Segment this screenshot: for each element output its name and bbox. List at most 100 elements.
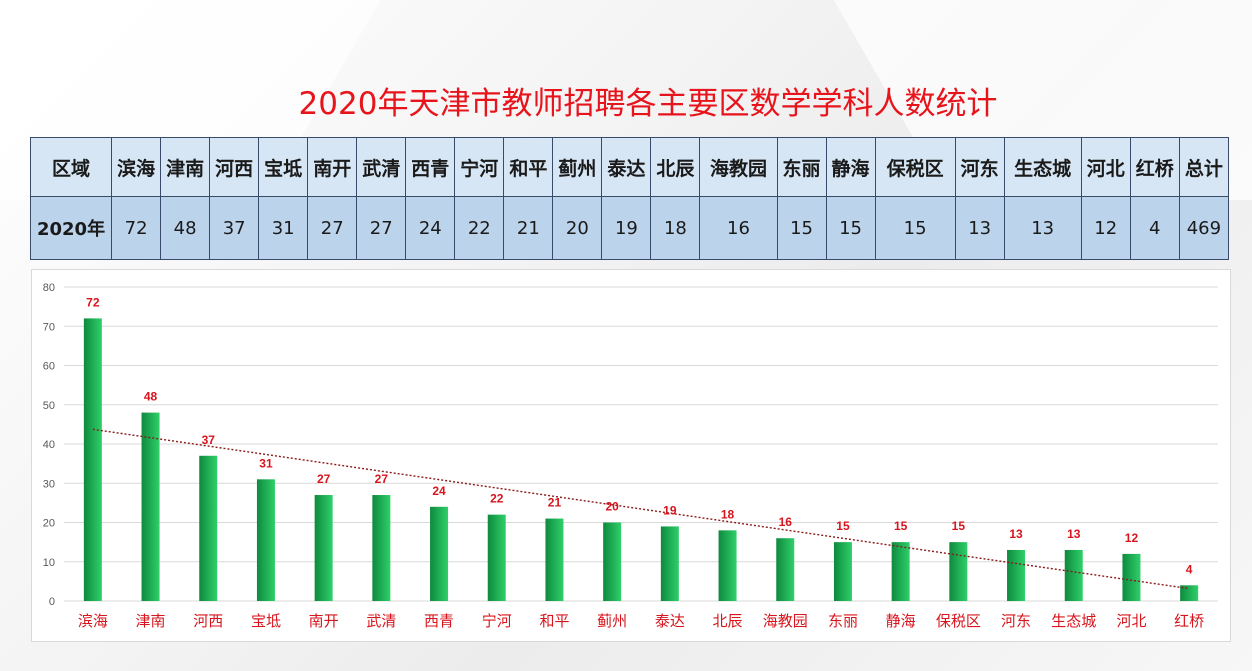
table-header-cell: 宁河 bbox=[454, 137, 505, 197]
x-tick-label: 蓟州 bbox=[597, 612, 627, 630]
table-header-cell: 生态城 bbox=[1003, 137, 1082, 197]
data-label: 16 bbox=[779, 515, 793, 529]
bar bbox=[718, 530, 737, 601]
data-table: 区域 滨海 津南 河西 宝坻 南开 武清 西青 宁河 和平 蓟州 泰达 北辰 海教园 东丽 静海 保税区 河东生… bbox=[29, 137, 1230, 260]
bar bbox=[1180, 585, 1199, 601]
table-header-cell: 西青 bbox=[405, 137, 456, 197]
x-tick-label: 红桥 bbox=[1174, 612, 1204, 630]
data-label: 27 bbox=[375, 472, 389, 486]
table-header-cell: 海教园 bbox=[699, 137, 778, 197]
x-tick-label: 北辰 bbox=[713, 612, 743, 630]
table-cell: 37 bbox=[209, 196, 260, 260]
x-tick-label: 泰达 bbox=[655, 612, 685, 630]
x-tick-label: 南开 bbox=[309, 612, 339, 630]
x-tick-label: 生态城 bbox=[1051, 612, 1096, 630]
table-cell: 72 bbox=[111, 196, 162, 260]
table-cell: 18 bbox=[650, 196, 701, 260]
table-header-cell: 河西 bbox=[209, 137, 260, 197]
table-cell: 469 bbox=[1178, 196, 1230, 260]
y-tick-label: 60 bbox=[43, 361, 55, 373]
table-cell: 4 bbox=[1129, 196, 1180, 260]
bar bbox=[545, 518, 564, 601]
trendline bbox=[92, 428, 1190, 590]
table-header-cell: 保税区 bbox=[874, 137, 956, 197]
table-header-cell: 静海 bbox=[825, 137, 876, 197]
table-cell: 16 bbox=[699, 196, 778, 260]
table-header-cell: 河北 bbox=[1080, 137, 1131, 197]
x-tick-label: 河北 bbox=[1116, 612, 1146, 630]
table-cell: 21 bbox=[503, 196, 554, 260]
data-label: 19 bbox=[663, 503, 677, 517]
data-label: 27 bbox=[317, 472, 331, 486]
table-cell: 15 bbox=[776, 196, 827, 260]
data-label: 13 bbox=[1009, 527, 1023, 541]
x-tick-label: 河西 bbox=[193, 612, 223, 630]
bar bbox=[199, 455, 218, 601]
x-tick-label: 保税区 bbox=[936, 612, 981, 630]
y-tick-label: 50 bbox=[43, 400, 55, 412]
y-tick-label: 30 bbox=[43, 478, 55, 490]
bar-chart: 0 10 20 30 40 50 60 70 80 72 滨海 48 津南 37 河西 31 宝坻 27 南开 27… bbox=[43, 282, 1218, 630]
data-label: 22 bbox=[490, 492, 504, 506]
bar bbox=[660, 526, 679, 601]
data-label: 21 bbox=[548, 496, 562, 510]
table-row-label: 2020年 bbox=[29, 196, 113, 260]
data-label: 24 bbox=[432, 484, 446, 498]
y-tick-label: 70 bbox=[43, 321, 55, 333]
data-label: 15 bbox=[836, 519, 850, 533]
table-cell: 48 bbox=[160, 196, 211, 260]
data-label: 48 bbox=[144, 390, 158, 404]
bar bbox=[891, 542, 910, 601]
table-cell: 12 bbox=[1080, 196, 1131, 260]
chart-panel: 0 10 20 30 40 50 60 70 80 72 滨海 48 津南 37 河西 31 宝坻 27 南开 27… bbox=[31, 269, 1231, 642]
bar bbox=[256, 479, 275, 601]
table-cell: 13 bbox=[1003, 196, 1082, 260]
table-cell: 27 bbox=[356, 196, 407, 260]
table-cell: 15 bbox=[825, 196, 876, 260]
table-cell: 13 bbox=[954, 196, 1005, 260]
table-row: 2020年 72 48 37 31 27 27 24 22 21 20 19 18 16 15 15 15 13… bbox=[29, 196, 1230, 260]
bar bbox=[1007, 549, 1026, 601]
x-tick-label: 河东 bbox=[1001, 612, 1031, 630]
table-header-cell: 滨海 bbox=[111, 137, 162, 197]
data-label: 37 bbox=[202, 433, 216, 447]
data-label: 31 bbox=[259, 456, 273, 470]
bar bbox=[487, 514, 506, 601]
table-header-cell: 北辰 bbox=[650, 137, 701, 197]
bar bbox=[372, 495, 391, 601]
y-tick-label: 20 bbox=[43, 518, 55, 530]
data-label: 4 bbox=[1186, 562, 1193, 576]
table-header-cell: 总计 bbox=[1178, 137, 1230, 197]
data-label: 15 bbox=[952, 519, 966, 533]
table-cell: 24 bbox=[405, 196, 456, 260]
table-header-cell: 武清 bbox=[356, 137, 407, 197]
table-header-cell: 蓟州 bbox=[552, 137, 603, 197]
table-header-cell: 南开 bbox=[307, 137, 358, 197]
bar bbox=[141, 412, 160, 601]
table-cell: 27 bbox=[307, 196, 358, 260]
data-label: 18 bbox=[721, 507, 735, 521]
data-label: 13 bbox=[1067, 527, 1081, 541]
bar bbox=[833, 542, 852, 601]
data-label: 20 bbox=[605, 500, 619, 514]
bar bbox=[1064, 549, 1083, 601]
table-cell: 22 bbox=[454, 196, 505, 260]
y-tick-label: 10 bbox=[43, 557, 55, 569]
data-label: 12 bbox=[1125, 531, 1139, 545]
bar bbox=[603, 522, 622, 601]
bar bbox=[949, 542, 968, 601]
bar bbox=[1122, 553, 1141, 601]
table-header-cell: 红桥 bbox=[1129, 137, 1180, 197]
x-tick-label: 西青 bbox=[424, 612, 454, 630]
bar bbox=[314, 495, 333, 601]
x-tick-label: 滨海 bbox=[78, 612, 108, 630]
x-tick-label: 静海 bbox=[886, 612, 916, 630]
bar bbox=[83, 318, 102, 601]
x-tick-label: 武清 bbox=[366, 612, 396, 630]
table-header-cell: 泰达 bbox=[601, 137, 652, 197]
table-header-cell: 区域 bbox=[29, 137, 113, 197]
table-header-cell: 和平 bbox=[503, 137, 554, 197]
y-tick-label: 80 bbox=[43, 282, 55, 294]
table-header-cell: 河东 bbox=[954, 137, 1005, 197]
y-tick-label: 40 bbox=[43, 439, 55, 451]
